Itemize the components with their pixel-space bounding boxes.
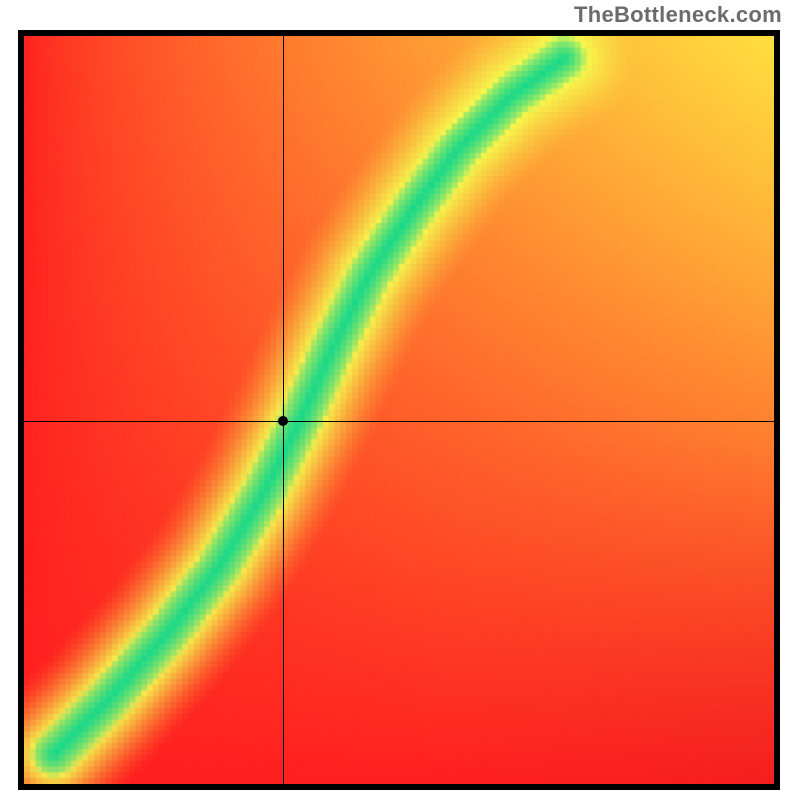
plot-frame (18, 30, 780, 790)
attribution-text: TheBottleneck.com (574, 2, 782, 28)
crosshair-vertical (283, 36, 284, 784)
marker-dot (278, 416, 288, 426)
heatmap-canvas (24, 36, 774, 784)
crosshair-horizontal (24, 421, 774, 422)
chart-container: TheBottleneck.com (0, 0, 800, 800)
